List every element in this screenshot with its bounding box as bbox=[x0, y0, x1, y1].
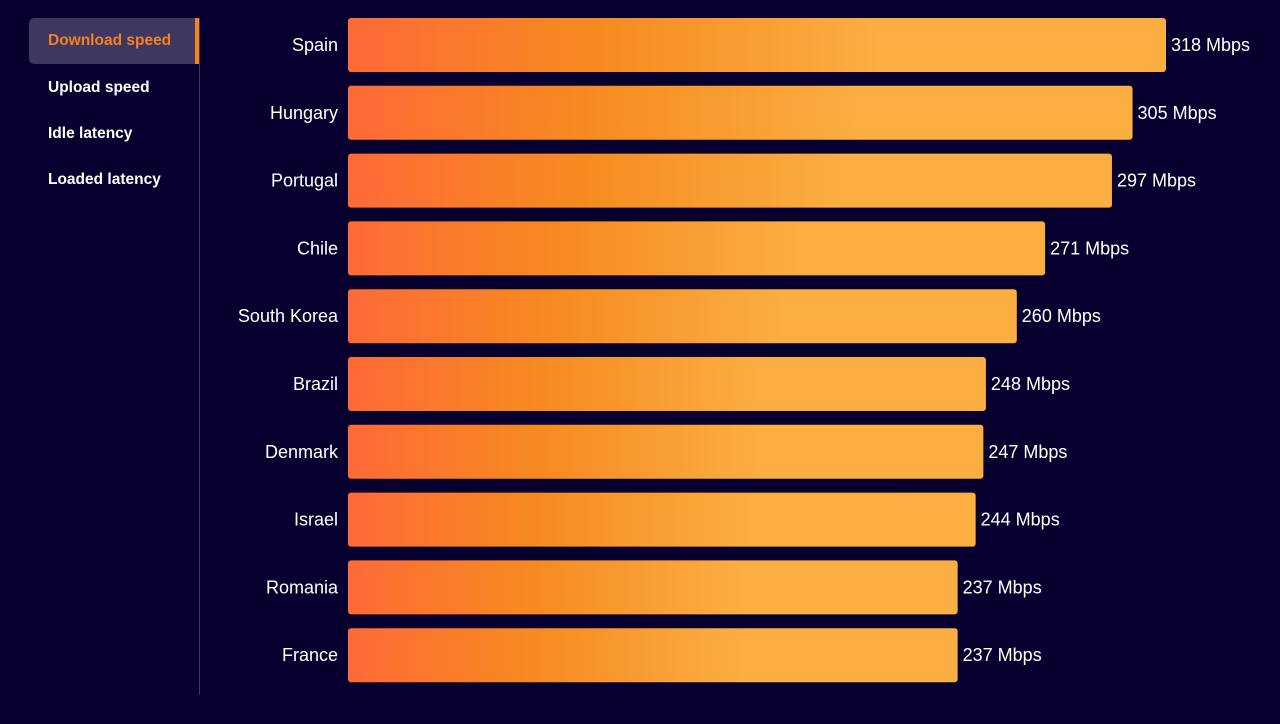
bar bbox=[348, 85, 1133, 140]
tab-idle-latency[interactable]: Idle latency bbox=[48, 125, 133, 142]
bar bbox=[348, 221, 1046, 276]
metric-sidebar: Download speed Upload speed Idle latency… bbox=[0, 0, 200, 724]
bar bbox=[348, 289, 1017, 344]
value-label: 297 Mbps bbox=[1117, 171, 1196, 191]
bar bbox=[348, 18, 1166, 72]
category-label: Israel bbox=[294, 510, 338, 530]
category-label: Spain bbox=[292, 35, 338, 55]
value-label: 318 Mbps bbox=[1171, 35, 1250, 55]
value-label: 247 Mbps bbox=[988, 442, 1067, 462]
value-label: 248 Mbps bbox=[991, 374, 1070, 394]
bar bbox=[348, 492, 976, 547]
tab-upload-speed[interactable]: Upload speed bbox=[48, 79, 150, 96]
value-label: 260 Mbps bbox=[1022, 306, 1101, 326]
bar bbox=[348, 153, 1112, 208]
value-label: 244 Mbps bbox=[981, 510, 1060, 530]
bar bbox=[348, 560, 958, 615]
bar bbox=[348, 424, 984, 479]
category-label: Denmark bbox=[265, 442, 339, 462]
category-label: Romania bbox=[266, 577, 339, 597]
value-label: 237 Mbps bbox=[963, 645, 1042, 665]
category-label: France bbox=[282, 645, 338, 665]
value-label: 237 Mbps bbox=[963, 577, 1042, 597]
tab-download-speed[interactable]: Download speed bbox=[29, 18, 199, 64]
bar bbox=[348, 628, 958, 683]
value-label: 305 Mbps bbox=[1138, 103, 1217, 123]
category-label: Hungary bbox=[270, 103, 338, 123]
value-label: 271 Mbps bbox=[1050, 238, 1129, 258]
tab-loaded-latency[interactable]: Loaded latency bbox=[48, 171, 161, 188]
sidebar-divider bbox=[199, 18, 200, 695]
category-label: Portugal bbox=[271, 171, 338, 191]
category-label: Brazil bbox=[293, 374, 338, 394]
category-label: South Korea bbox=[238, 306, 339, 326]
category-label: Chile bbox=[297, 238, 338, 258]
bar bbox=[348, 357, 986, 411]
